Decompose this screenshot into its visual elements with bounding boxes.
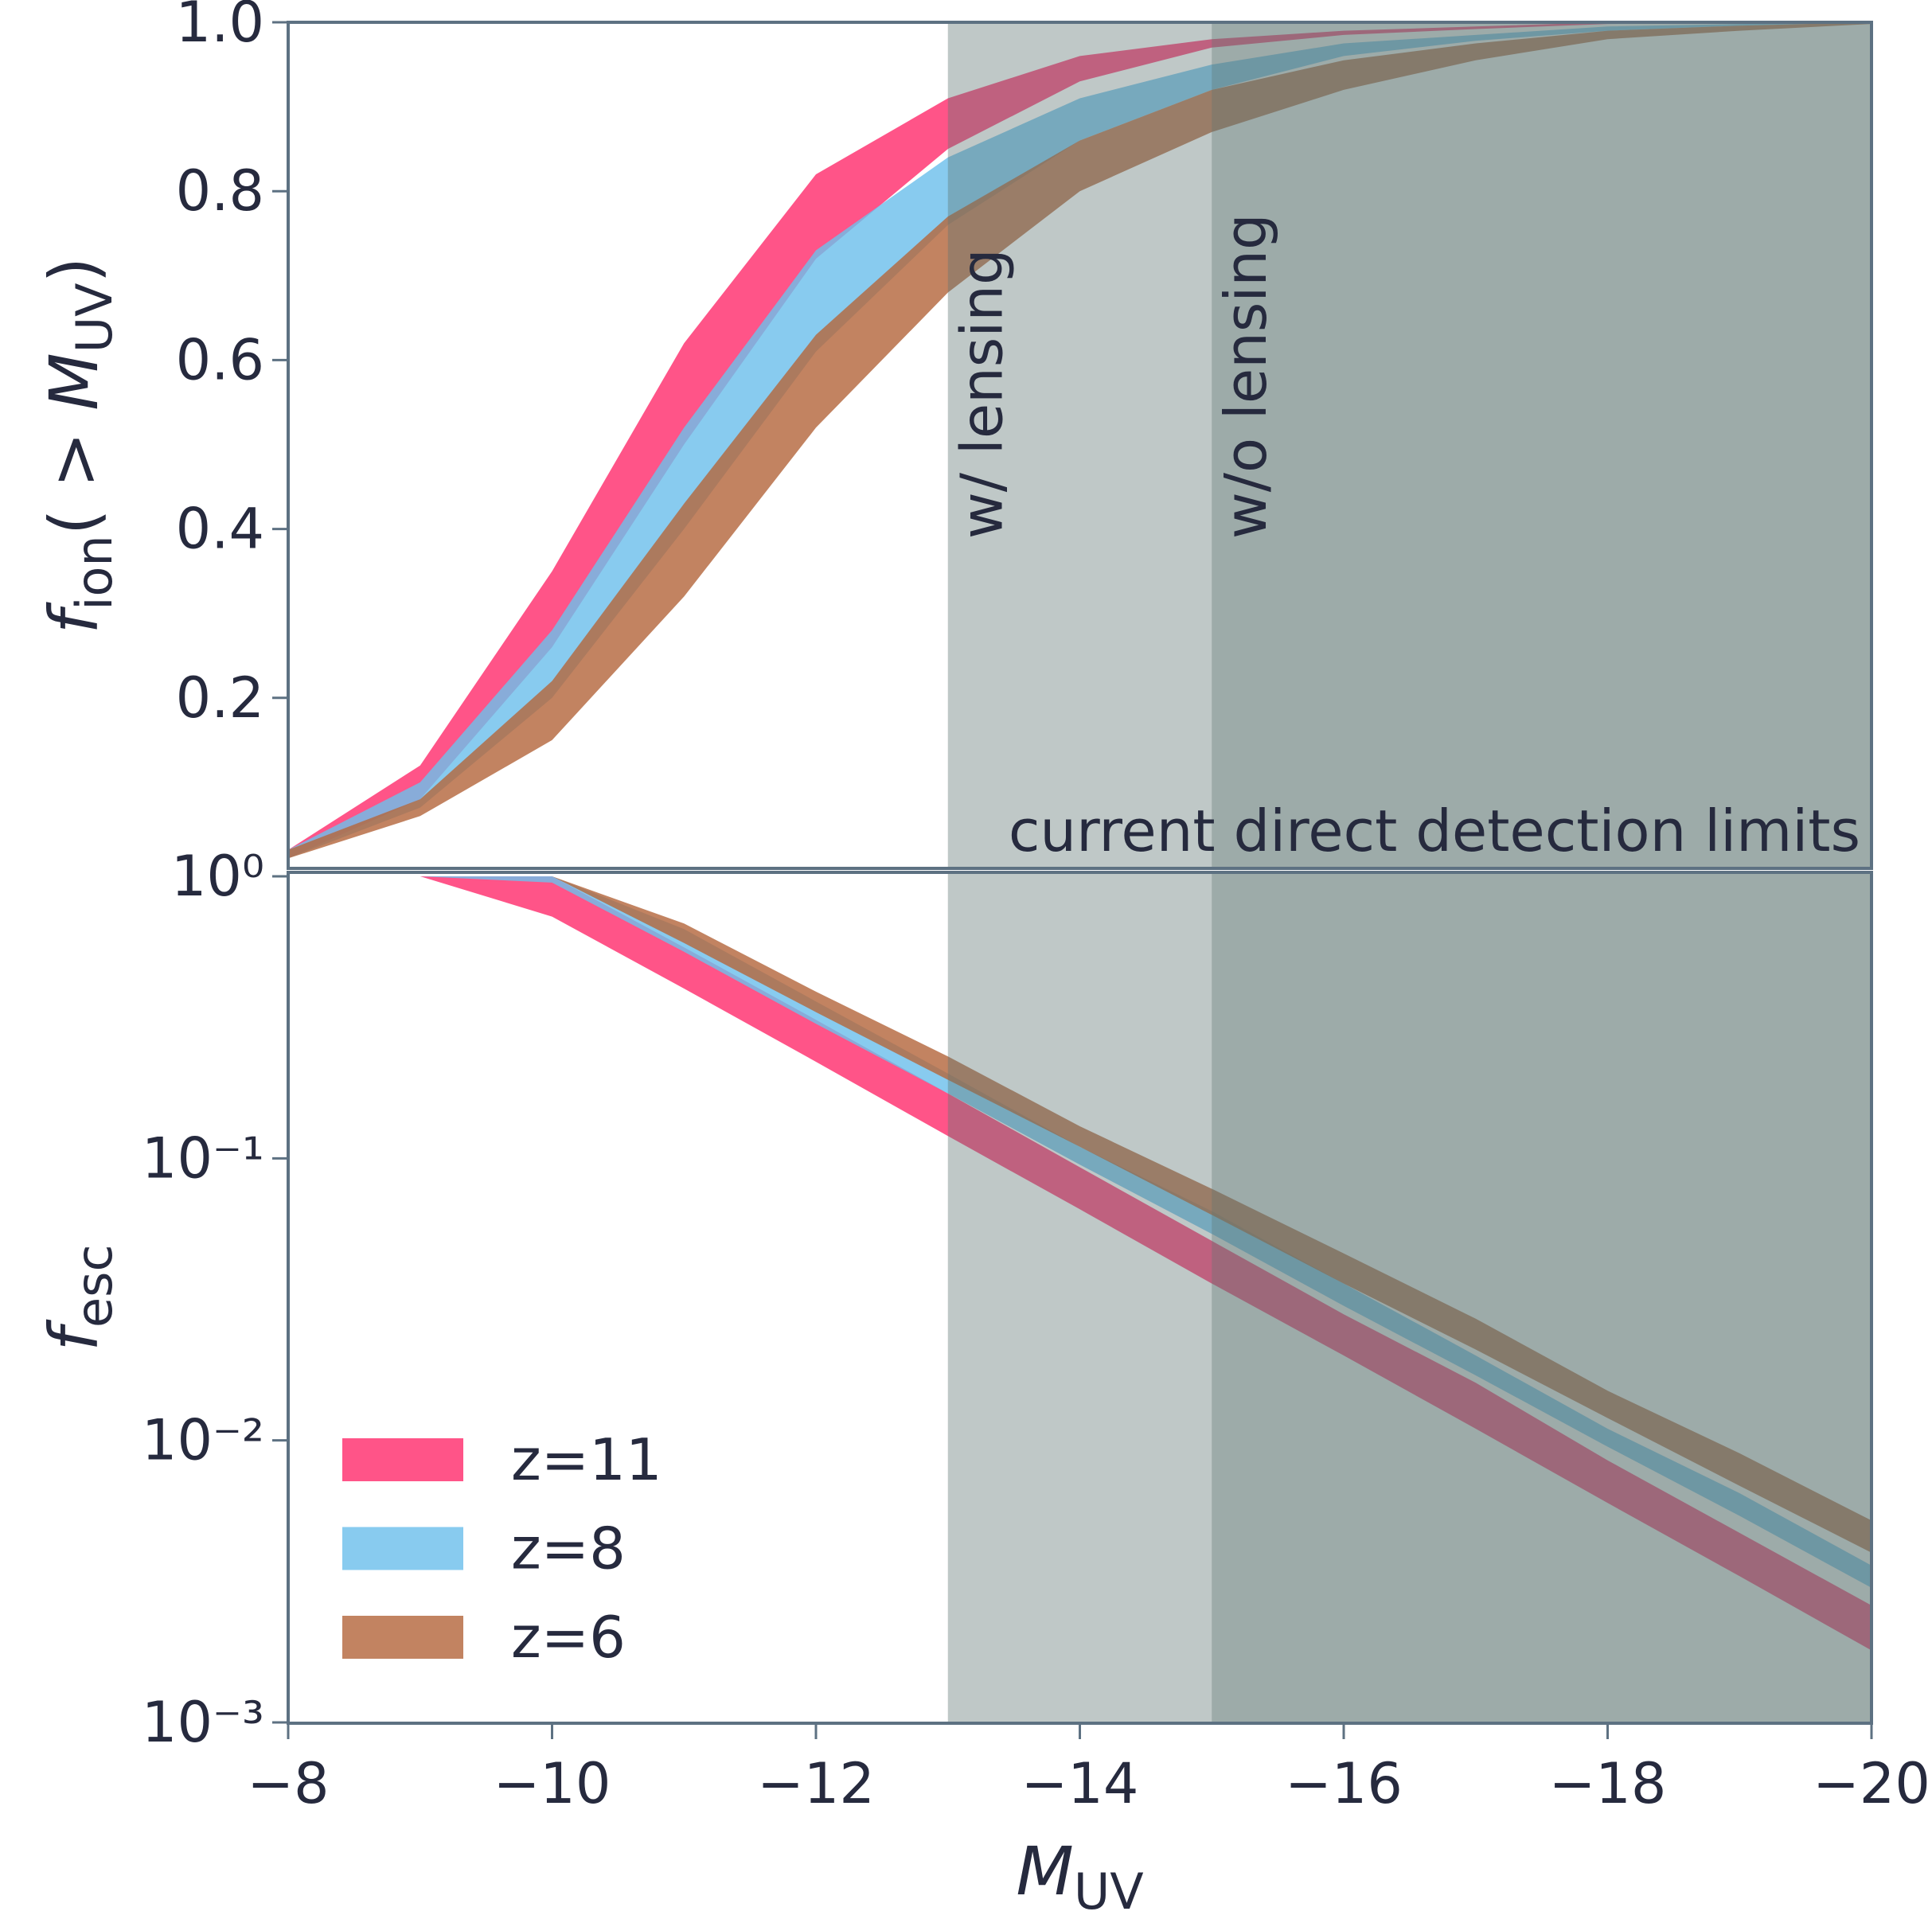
y-tick-label: 0.8 — [176, 158, 264, 224]
band — [288, 22, 1872, 859]
x-tick-label: −14 — [1021, 1751, 1139, 1816]
x-tick-label: −8 — [247, 1751, 329, 1816]
legend-label: z=6 — [511, 1604, 626, 1671]
y-tick-label: 10⁰ — [171, 844, 264, 909]
y-axis-label-part: ) — [35, 257, 113, 283]
y-axis-label-part: UV — [65, 283, 123, 353]
y-axis-label: fesc — [35, 1244, 123, 1351]
legend-swatch — [342, 1527, 463, 1570]
y-tick-label: 0.2 — [176, 665, 264, 731]
annotation: current direct detection limits — [1009, 798, 1860, 864]
shaded-region — [1212, 872, 1872, 1723]
plot-area — [288, 872, 1872, 1723]
band — [288, 22, 1872, 859]
x-axis-label-part: UV — [1074, 1863, 1144, 1921]
y-axis-label-part: ion — [65, 535, 123, 610]
x-axis-label: MUV — [1016, 1832, 1143, 1921]
y-axis-label-part: ( > — [35, 411, 113, 536]
frame — [287, 21, 1873, 870]
legend-swatch — [342, 1438, 463, 1481]
plot-area — [288, 22, 1872, 868]
x-tick-label: −16 — [1285, 1751, 1403, 1816]
y-tick-label: 10⁻³ — [142, 1690, 264, 1755]
x-tick-label: −12 — [757, 1751, 875, 1816]
region-label: w/o lensing — [1212, 213, 1279, 539]
shaded-region — [947, 22, 1872, 868]
x-tick-label: −18 — [1549, 1751, 1667, 1816]
legend-swatch — [342, 1616, 463, 1659]
y-tick-label: 1.0 — [176, 0, 264, 55]
y-tick-label: 10⁻² — [142, 1408, 264, 1473]
y-axis-label-part: esc — [65, 1244, 123, 1328]
shaded-region — [947, 872, 1872, 1723]
x-tick-label: −10 — [494, 1751, 611, 1816]
region-label: w/ lensing — [948, 248, 1015, 539]
x-tick-label: −20 — [1813, 1751, 1930, 1816]
legend-label: z=8 — [511, 1515, 626, 1582]
y-axis-label-part: M — [35, 353, 113, 410]
shaded-region — [1212, 22, 1872, 868]
y-tick-label: 0.4 — [176, 497, 264, 562]
legend-label: z=11 — [511, 1426, 662, 1493]
y-axis-label: fion( > MUV) — [35, 257, 123, 634]
y-tick-label: 0.6 — [176, 327, 264, 392]
y-tick-label: 10⁻¹ — [142, 1125, 264, 1191]
x-axis-label-part: M — [1016, 1832, 1073, 1910]
